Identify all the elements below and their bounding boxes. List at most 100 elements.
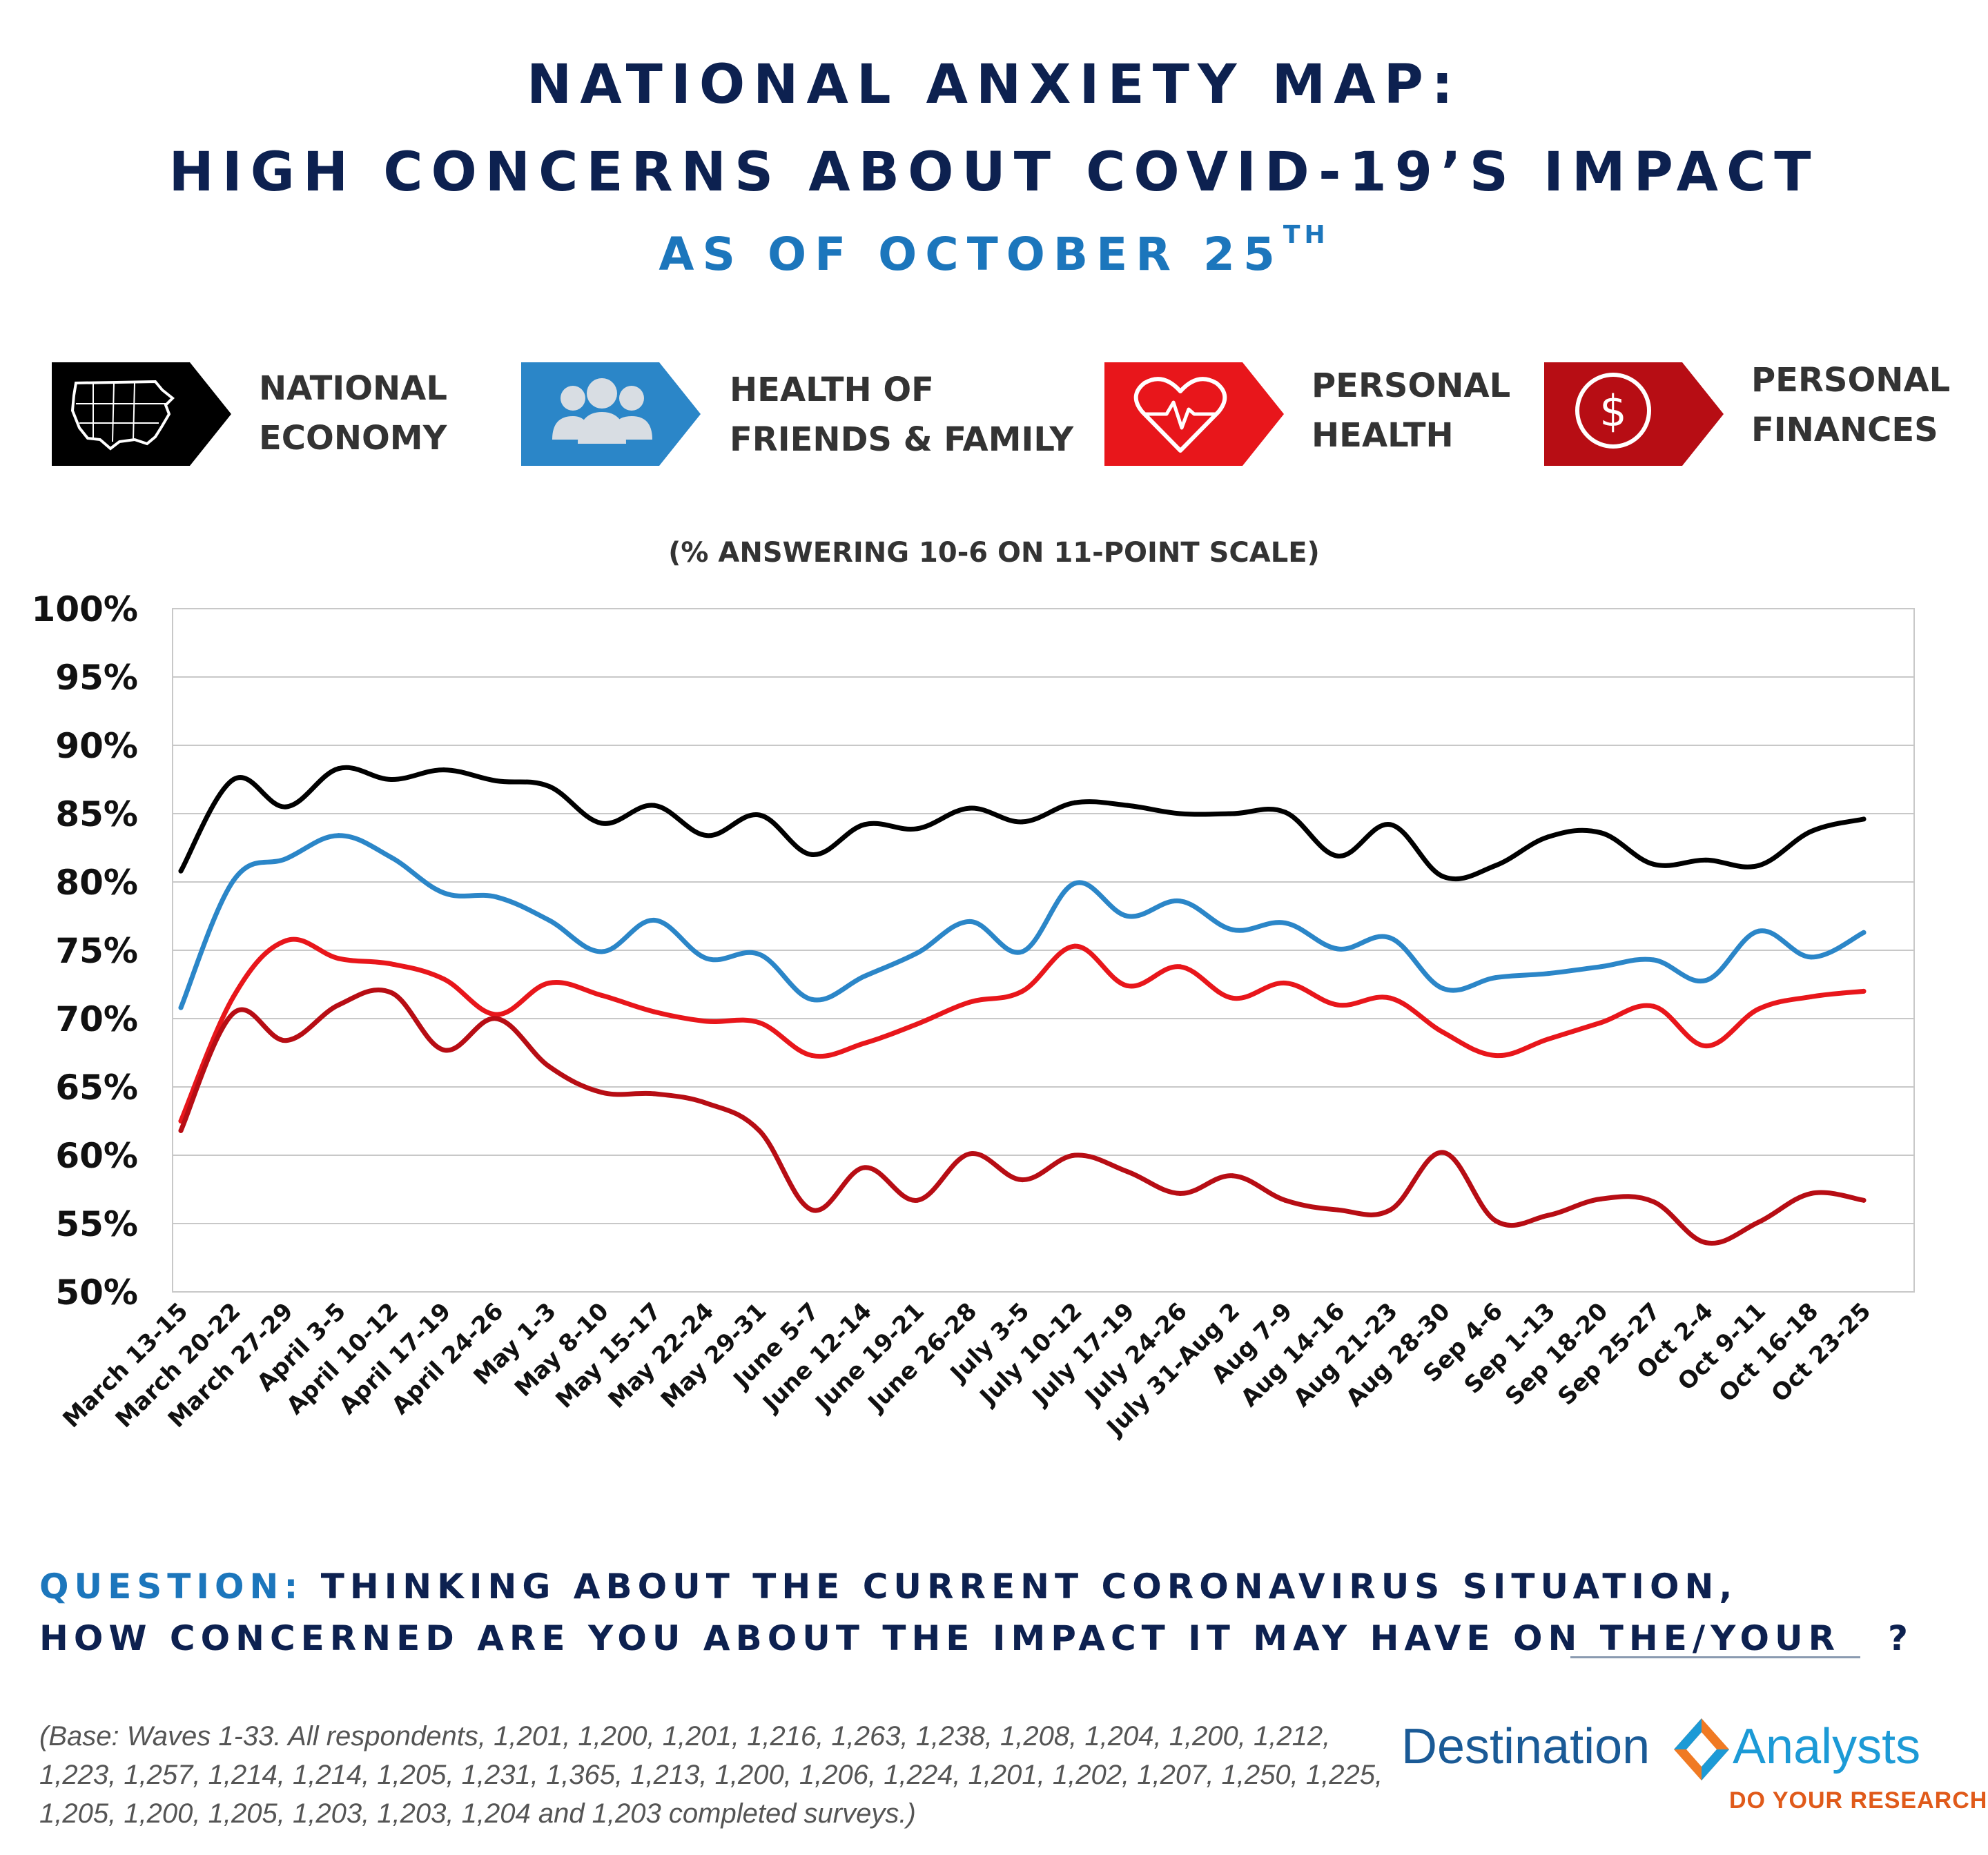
data-point-national-economy	[389, 777, 394, 782]
destination-analysts-logo: Destination Analysts DO YOUR RESEARCH	[1401, 1711, 1987, 1829]
y-tick-label: 80%	[55, 863, 138, 903]
data-point-personal-finances	[1650, 1199, 1656, 1204]
data-point-personal-health	[1387, 995, 1393, 1001]
data-point-health-friends-family	[546, 917, 552, 923]
data-point-personal-finances	[1493, 1218, 1499, 1224]
data-point-personal-health	[231, 994, 236, 999]
data-point-health-friends-family	[704, 956, 710, 961]
data-point-national-economy	[1598, 830, 1604, 836]
data-point-personal-health	[494, 1012, 499, 1017]
data-point-personal-health	[1598, 1020, 1604, 1025]
data-point-national-economy	[1703, 857, 1708, 863]
logo-word-left: Destination	[1401, 1719, 1650, 1774]
heart-pulse-icon	[1104, 362, 1284, 466]
data-point-personal-finances	[1283, 1197, 1288, 1203]
data-point-health-friends-family	[389, 854, 394, 860]
data-point-personal-finances	[283, 1038, 289, 1043]
data-point-personal-health	[1809, 994, 1814, 999]
data-point-national-economy	[178, 868, 184, 874]
data-point-personal-finances	[494, 1016, 499, 1021]
data-point-personal-health	[1020, 988, 1025, 994]
data-point-health-friends-family	[1861, 930, 1867, 935]
data-point-health-friends-family	[494, 894, 499, 900]
data-point-personal-finances	[1020, 1177, 1025, 1183]
y-tick-label: 95%	[55, 658, 138, 698]
subtitle-main: AS OF OCTOBER 25	[659, 228, 1283, 281]
logo-word-right: Analysts	[1733, 1719, 1921, 1774]
page-title-line2: HIGH CONCERNS ABOUT COVID-19’S IMPACT	[168, 141, 1820, 204]
data-point-personal-finances	[336, 1002, 342, 1008]
data-point-personal-health	[967, 999, 973, 1005]
data-point-national-economy	[757, 812, 762, 818]
y-tick-label: 70%	[55, 999, 138, 1039]
data-point-national-economy	[546, 783, 552, 789]
data-point-personal-finances	[809, 1207, 815, 1213]
data-point-personal-health	[1650, 1003, 1656, 1009]
data-point-health-friends-family	[1178, 899, 1183, 904]
data-point-personal-finances	[1546, 1213, 1551, 1218]
data-point-personal-health	[861, 1041, 867, 1046]
data-point-health-friends-family	[441, 890, 447, 896]
data-point-national-economy	[1072, 800, 1078, 805]
data-point-personal-health	[1283, 981, 1288, 986]
data-point-personal-health	[546, 981, 552, 986]
data-point-personal-finances	[757, 1128, 762, 1133]
data-point-health-friends-family	[231, 878, 236, 883]
data-point-health-friends-family	[1703, 978, 1708, 983]
data-point-national-economy	[915, 826, 920, 832]
subtitle-superscript: TH	[1283, 221, 1329, 249]
data-point-personal-finances	[704, 1101, 710, 1106]
data-point-health-friends-family	[1124, 914, 1130, 919]
data-point-personal-health	[1230, 995, 1236, 1001]
data-point-national-economy	[283, 804, 289, 809]
data-point-personal-health	[652, 1009, 657, 1014]
data-point-health-friends-family	[1809, 954, 1814, 960]
data-point-personal-health	[1493, 1052, 1499, 1058]
series-line-personal-finances	[178, 988, 1867, 1246]
data-point-personal-health	[1703, 1043, 1708, 1049]
data-point-health-friends-family	[1283, 920, 1288, 925]
data-point-personal-health	[1546, 1037, 1551, 1042]
data-point-personal-health	[336, 956, 342, 961]
data-point-health-friends-family	[915, 950, 920, 956]
y-tick-label: 90%	[55, 726, 138, 766]
question-line2: HOW CONCERNED ARE YOU ABOUT THE IMPACT I…	[39, 1618, 1841, 1658]
y-tick-label: 50%	[55, 1273, 138, 1313]
data-point-personal-health	[757, 1020, 762, 1025]
data-point-personal-health	[1178, 964, 1183, 970]
dollar-coin-icon: $	[1544, 362, 1724, 466]
data-point-national-economy	[1124, 803, 1130, 808]
data-point-personal-finances	[967, 1151, 973, 1157]
data-point-national-economy	[704, 833, 710, 838]
data-point-personal-finances	[1809, 1190, 1814, 1196]
data-point-national-economy	[1020, 819, 1025, 825]
data-point-health-friends-family	[1650, 957, 1656, 963]
y-tick-label: 65%	[55, 1068, 138, 1108]
data-point-national-economy	[494, 778, 499, 783]
data-point-national-economy	[1230, 811, 1236, 816]
data-point-health-friends-family	[1335, 946, 1341, 952]
data-point-health-friends-family	[1441, 985, 1445, 991]
data-point-personal-finances	[1861, 1197, 1867, 1203]
data-point-national-economy	[1387, 822, 1393, 827]
data-point-national-economy	[231, 777, 236, 782]
legend-label-health-friends-family: HEALTH OF FRIENDS & FAMILY	[730, 371, 1074, 459]
data-point-health-friends-family	[861, 974, 867, 979]
y-tick-label: 55%	[55, 1204, 138, 1244]
data-point-national-economy	[809, 852, 815, 857]
data-point-health-friends-family	[809, 997, 815, 1002]
data-point-personal-finances	[1178, 1190, 1183, 1196]
data-point-personal-finances	[1703, 1240, 1708, 1246]
data-point-personal-health	[1441, 1030, 1445, 1035]
data-point-national-economy	[441, 767, 447, 773]
logo-tagline: DO YOUR RESEARCH	[1729, 1787, 1988, 1814]
data-point-national-economy	[1650, 861, 1656, 867]
data-point-personal-health	[1335, 1002, 1341, 1008]
question-mark: ?	[1888, 1618, 1909, 1658]
data-point-national-economy	[1861, 816, 1867, 822]
data-point-personal-finances	[1072, 1152, 1078, 1158]
data-point-national-economy	[967, 805, 973, 811]
data-point-health-friends-family	[1387, 935, 1393, 941]
series-line-health-friends-family	[178, 833, 1867, 1010]
data-point-health-friends-family	[1230, 927, 1236, 932]
